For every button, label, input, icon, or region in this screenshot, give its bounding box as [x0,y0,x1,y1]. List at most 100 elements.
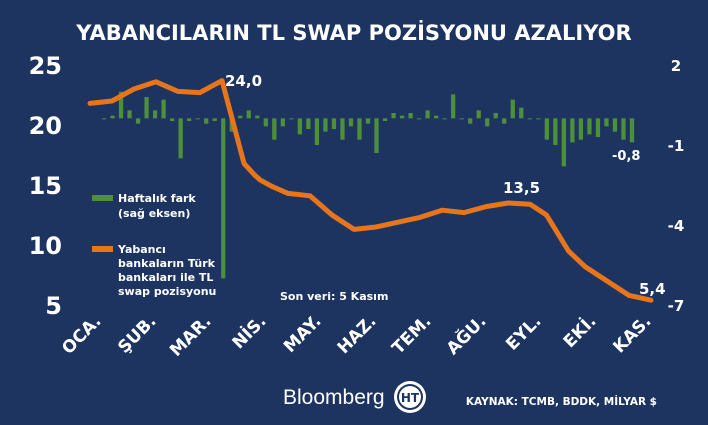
y-left-tick-label: 5 [45,292,62,320]
bar [451,94,456,119]
y-left-tick-label: 10 [29,232,62,260]
bar [425,110,430,119]
bar [459,118,464,120]
bar [127,110,132,119]
bar [587,118,592,135]
bar [255,115,260,119]
bar [468,118,473,124]
right-axis: 2 -1 -4 -7 [668,57,685,315]
x-tick-label: TEM. [388,311,435,358]
bar [357,118,362,140]
bar [195,118,200,120]
bar [553,118,558,145]
bar [212,118,217,121]
bar [416,118,422,120]
bar-series [101,91,635,279]
annotation-last-bar: -0,8 [612,149,640,164]
x-tick-label: KAS. [610,311,656,357]
legend-label-line-line1: Yabancı [117,243,166,256]
bar [280,118,285,127]
bar [272,118,277,140]
annotation-last-data: Son veri: 5 Kasım [280,290,388,303]
bar [238,115,243,119]
bar [340,118,345,140]
line-series [87,78,654,303]
legend-label-bar-line1: Haftalık fark [118,192,196,205]
bar [289,118,294,120]
bar [331,118,337,129]
source-note: KAYNAK: TCMB, BDDK, MİLYAR $ [466,394,657,408]
x-tick-label: MAY. [280,311,326,357]
bar [118,91,124,119]
bar [510,99,515,119]
x-axis: OCA. ŞUB. MAR. NİS. MAY. HAZ. TEM. AĞU. EYL. EKİ.… [58,310,655,361]
bar [604,118,609,127]
bar [365,118,371,124]
ht-logo-text: HT [401,391,420,405]
bar [323,118,328,132]
bar [314,118,320,145]
bar [391,113,396,119]
x-tick-label: NİS. [227,310,270,353]
annotation-peak: 24,0 [225,72,262,90]
bar [144,97,149,119]
legend-label-bar-line2: (sağ eksen) [118,207,190,220]
bar [263,118,268,127]
x-tick-label: EKİ. [558,310,600,352]
bar [493,113,498,119]
legend: Haftalık fark (sağ eksen) Yabancı bankal… [92,192,216,298]
x-tick-label: ŞUB. [114,311,160,357]
bar [306,118,311,129]
bar [519,107,524,119]
annotation-sep: 13,5 [503,179,540,197]
ht-logo-icon: HT [394,381,426,413]
line-path [87,78,654,303]
bar [135,118,141,124]
y-left-tick-label: 25 [29,52,62,80]
x-tick-label: EYL. [502,311,545,354]
left-axis: 25 20 15 10 5 [29,52,62,320]
bar [612,118,618,132]
bar [578,118,584,140]
bar [595,118,601,137]
bar [382,118,388,121]
y-right-tick-label: 2 [671,57,681,75]
bar [161,99,166,119]
bar [297,118,302,135]
bar [502,118,507,124]
y-right-tick-label: -4 [668,217,685,235]
y-left-tick-label: 15 [29,172,62,200]
y-right-tick-label: -1 [668,137,685,155]
bloomberg-logo: Bloomberg [283,386,385,409]
x-tick-label: MAR. [166,311,215,360]
bar [485,118,490,127]
bar [399,115,405,119]
annotation-last-line: 5,4 [639,280,666,298]
bar [561,118,566,167]
bar [570,118,575,143]
chart-title: YABANCILARIN TL SWAP POZİSYONU AZALIYOR [75,20,631,45]
bar [442,118,447,120]
bar [152,110,158,119]
bar [408,113,413,119]
bar [536,118,541,120]
bar [476,110,481,119]
legend-label-line-line3: bankaları ile TL [118,271,213,284]
bar [621,118,626,140]
x-tick-label: OCA. [58,311,105,358]
bar [348,118,354,127]
legend-label-line-line4: swap pozisyonu [118,285,216,298]
bar [374,118,379,153]
bar [170,118,175,121]
bar [101,118,107,120]
y-right-tick-label: -7 [668,297,685,315]
bar [544,118,549,140]
bar [187,118,192,121]
bar [629,118,635,143]
bar [246,110,251,119]
bar [434,115,439,119]
bar [527,118,532,120]
y-left-tick-label: 20 [29,112,62,140]
bar [221,118,226,279]
